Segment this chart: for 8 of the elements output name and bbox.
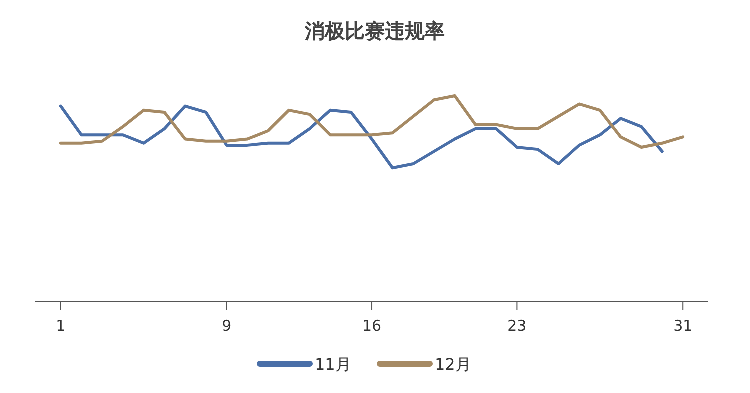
legend-label: 12月: [435, 355, 472, 374]
x-tick-label: 16: [362, 317, 382, 335]
x-tick-label: 1: [56, 317, 66, 335]
legend-label: 11月: [315, 355, 352, 374]
x-tick-label: 23: [508, 317, 527, 335]
x-tick-label: 9: [222, 317, 232, 335]
x-tick-label: 31: [674, 317, 693, 335]
chart-title: 消极比赛违规率: [304, 19, 445, 43]
